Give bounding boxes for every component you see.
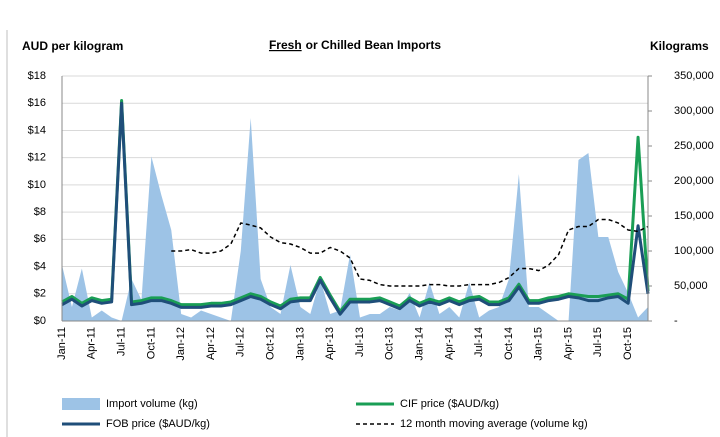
y-axis-label: AUD per kilogram <box>22 39 123 53</box>
legend-label: Import volume (kg) <box>106 398 198 410</box>
legend-label: CIF price ($AUD/kg) <box>400 398 499 410</box>
x-tick-label: Apr-15 <box>562 327 574 360</box>
y-tick-label: $0 <box>34 315 46 327</box>
y2-tick-label: 350,000 <box>674 70 714 82</box>
y-tick-label: $18 <box>28 70 46 82</box>
y2-tick-label: 50,000 <box>674 280 708 292</box>
y2-tick-label: 300,000 <box>674 105 714 117</box>
x-tick-label: Jan-14 <box>413 327 425 361</box>
y-tick-label: $2 <box>34 288 46 300</box>
title-rest: or Chilled Bean Imports <box>306 38 442 52</box>
x-tick-label: Oct-13 <box>384 327 396 360</box>
x-tick-label: Jan-15 <box>533 327 545 361</box>
y-tick-label: $6 <box>34 233 46 245</box>
x-tick-label: Jan-13 <box>294 327 306 361</box>
y2-tick-label: 250,000 <box>674 140 714 152</box>
legend-swatch <box>62 398 100 410</box>
x-tick-label: Oct-14 <box>503 327 515 360</box>
x-tick-label: Jul-15 <box>592 327 604 357</box>
x-tick-label: Jul-11 <box>115 327 127 356</box>
y2-tick-label: - <box>674 315 678 327</box>
price-line <box>61 101 650 316</box>
y2-tick-label: 150,000 <box>674 210 714 222</box>
x-tick-label: Jul-14 <box>473 327 485 357</box>
x-tick-label: Jul-13 <box>354 327 366 357</box>
x-tick-label: Jan-11 <box>56 327 68 360</box>
x-tick-label: Apr-13 <box>324 327 336 360</box>
y-tick-label: $16 <box>28 97 46 109</box>
y-tick-label: $14 <box>28 124 46 136</box>
y2-tick-label: 100,000 <box>674 245 714 257</box>
y2-axis-label: Kilograms <box>650 39 709 53</box>
y-tick-label: $4 <box>34 260 46 272</box>
legend-label: 12 month moving average (volume kg) <box>400 418 588 430</box>
moving-average-line <box>171 218 649 287</box>
volume-area <box>62 118 648 321</box>
chart-title: Fresh or Chilled Bean Imports <box>269 38 441 52</box>
x-tick-label: Oct-15 <box>622 327 634 360</box>
x-tick-label: Apr-11 <box>86 327 98 359</box>
legend-label: FOB price ($AUD/kg) <box>106 418 210 430</box>
x-tick-label: Jan-12 <box>175 327 187 361</box>
x-tick-label: Apr-14 <box>443 327 455 360</box>
x-tick-label: Jul-12 <box>235 327 247 357</box>
y-tick-label: $10 <box>28 179 46 191</box>
x-tick-label: Apr-12 <box>205 327 217 360</box>
y-tick-label: $8 <box>34 206 46 218</box>
x-tick-label: Oct-12 <box>264 327 276 360</box>
y-tick-label: $12 <box>28 152 46 164</box>
y2-tick-label: 200,000 <box>674 175 714 187</box>
x-tick-label: Oct-11 <box>145 327 157 359</box>
price-line <box>61 99 650 313</box>
title-emphasis: Fresh <box>269 38 302 52</box>
